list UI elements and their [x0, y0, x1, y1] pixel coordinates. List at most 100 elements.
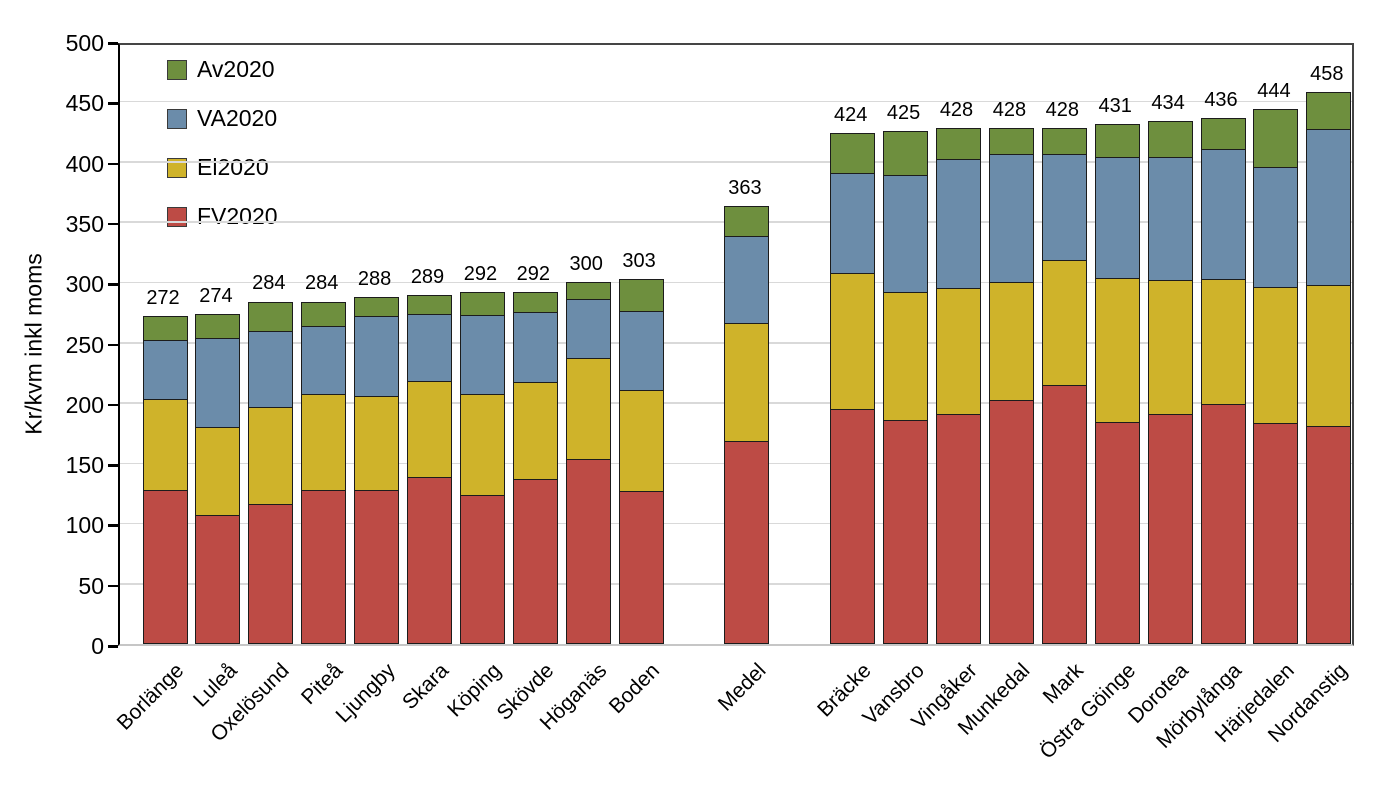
bar-segment-fv2020: [937, 413, 980, 644]
y-tick-mark-150: [108, 464, 118, 467]
bar-segment-fv2020: [1095, 422, 1139, 643]
bar-segment-av2020: [408, 296, 451, 315]
bar-segment-av2020: [460, 292, 504, 316]
bar-segment-fv2020: [460, 494, 504, 644]
bar-segment-av2020: [989, 128, 1033, 154]
bar-segment-av2020: [831, 133, 875, 174]
bar-total-label: 292: [463, 262, 498, 285]
bar-total-label: 300: [569, 253, 603, 276]
y-tick-mark-300: [108, 283, 118, 286]
bar-segment-av2020: [619, 279, 663, 311]
bar-segment-va2020: [143, 339, 187, 399]
bar-skara: [407, 295, 452, 644]
bar-segment-va2020: [196, 338, 240, 428]
y-tick-mark-400: [108, 162, 118, 166]
bar-piteå: [301, 301, 347, 644]
bar-skövde: [512, 291, 558, 644]
y-tick-mark-50: [108, 584, 118, 588]
bar-segment-av2020: [1042, 128, 1086, 154]
bar-vansbro: [883, 131, 929, 644]
legend-label: Av2020: [197, 56, 275, 82]
bar-mörbylånga: [1200, 118, 1246, 644]
bar-segment-el2020: [408, 380, 451, 477]
y-tick-label-250: 250: [65, 331, 104, 358]
legend-swatch-icon: [167, 108, 187, 129]
bar-segment-el2020: [1042, 260, 1086, 386]
category-label-text: Medel: [713, 659, 771, 716]
bar-segment-va2020: [1148, 157, 1192, 281]
bar-dorotea: [1147, 120, 1193, 644]
bar-segment-av2020: [513, 292, 557, 312]
bar-höganäs: [565, 282, 611, 644]
y-tick-mark-450: [108, 102, 118, 105]
bar-segment-el2020: [1201, 279, 1245, 405]
y-tick-label-450: 450: [65, 90, 104, 117]
bar-segment-av2020: [937, 128, 980, 159]
bar-segment-el2020: [1254, 287, 1298, 424]
bar-segment-el2020: [566, 357, 610, 459]
plot-area: Av2020 VA2020 El2020 FV2020: [118, 43, 1354, 646]
legend-label: El2020: [197, 154, 269, 180]
bar-segment-fv2020: [1254, 423, 1298, 643]
bar-segment-av2020: [143, 316, 187, 340]
bar-segment-fv2020: [1148, 413, 1192, 643]
bar-segment-va2020: [1095, 157, 1139, 278]
bar-segment-fv2020: [725, 440, 769, 643]
y-tick-label-0: 0: [91, 633, 104, 659]
bar-segment-el2020: [1307, 284, 1351, 426]
bar-segment-va2020: [1042, 153, 1086, 261]
bar-total-label: 272: [146, 286, 180, 309]
bar-total-label: 458: [1310, 62, 1344, 85]
bar-segment-va2020: [513, 311, 557, 382]
bar-segment-av2020: [355, 297, 399, 316]
bar-segment-av2020: [884, 132, 928, 176]
bar-total-label: 428: [992, 98, 1027, 121]
y-tick-label-150: 150: [65, 452, 104, 479]
bar-total-label: 444: [1257, 79, 1291, 102]
legend-swatch-icon: [167, 206, 187, 227]
bar-segment-el2020: [937, 287, 980, 414]
bar-segment-el2020: [196, 427, 240, 515]
bar-segment-av2020: [249, 302, 293, 332]
bar-segment-fv2020: [989, 399, 1033, 643]
bar-segment-el2020: [143, 398, 187, 490]
bar-segment-el2020: [1095, 277, 1139, 423]
bar-total-label: 284: [305, 272, 339, 295]
bar-segment-av2020: [1254, 109, 1298, 167]
bar-segment-fv2020: [196, 514, 240, 643]
bar-segment-el2020: [831, 273, 875, 410]
legend-item-va2020: VA2020: [167, 107, 278, 130]
bar-segment-fv2020: [884, 419, 928, 644]
bar-segment-va2020: [1254, 166, 1298, 288]
bar-segment-va2020: [408, 314, 451, 381]
y-tick-label-400: 400: [65, 150, 104, 177]
legend: Av2020 VA2020 El2020 FV2020: [167, 58, 278, 254]
bar-segment-va2020: [355, 315, 399, 397]
bar-segment-va2020: [884, 175, 928, 293]
bar-ljungby: [354, 296, 400, 644]
bar-segment-va2020: [302, 326, 346, 394]
bar-segment-va2020: [1307, 128, 1351, 285]
bar-segment-el2020: [513, 381, 557, 480]
bar-härjedalen: [1253, 108, 1299, 644]
bar-segment-va2020: [831, 173, 875, 274]
y-tick-mark-200: [108, 403, 118, 407]
bar-segment-av2020: [196, 314, 240, 339]
bar-boden: [618, 278, 664, 644]
y-tick-mark-350: [108, 222, 118, 226]
bar-segment-el2020: [725, 322, 769, 441]
bar-luleå: [195, 313, 241, 644]
bar-bräcke: [830, 132, 876, 644]
bar-total-label: 436: [1204, 89, 1238, 112]
y-tick-mark-250: [108, 343, 118, 346]
bar-total-label: 284: [252, 272, 286, 295]
bar-vingåker: [936, 127, 981, 644]
bar-nordanstig: [1306, 91, 1352, 644]
bar-segment-fv2020: [143, 489, 187, 643]
bar-köping: [459, 291, 505, 644]
bar-total-label: 431: [1098, 95, 1132, 118]
legend-item-fv2020: FV2020: [167, 205, 278, 228]
bar-segment-el2020: [355, 396, 399, 490]
bar-segment-fv2020: [1042, 385, 1086, 643]
